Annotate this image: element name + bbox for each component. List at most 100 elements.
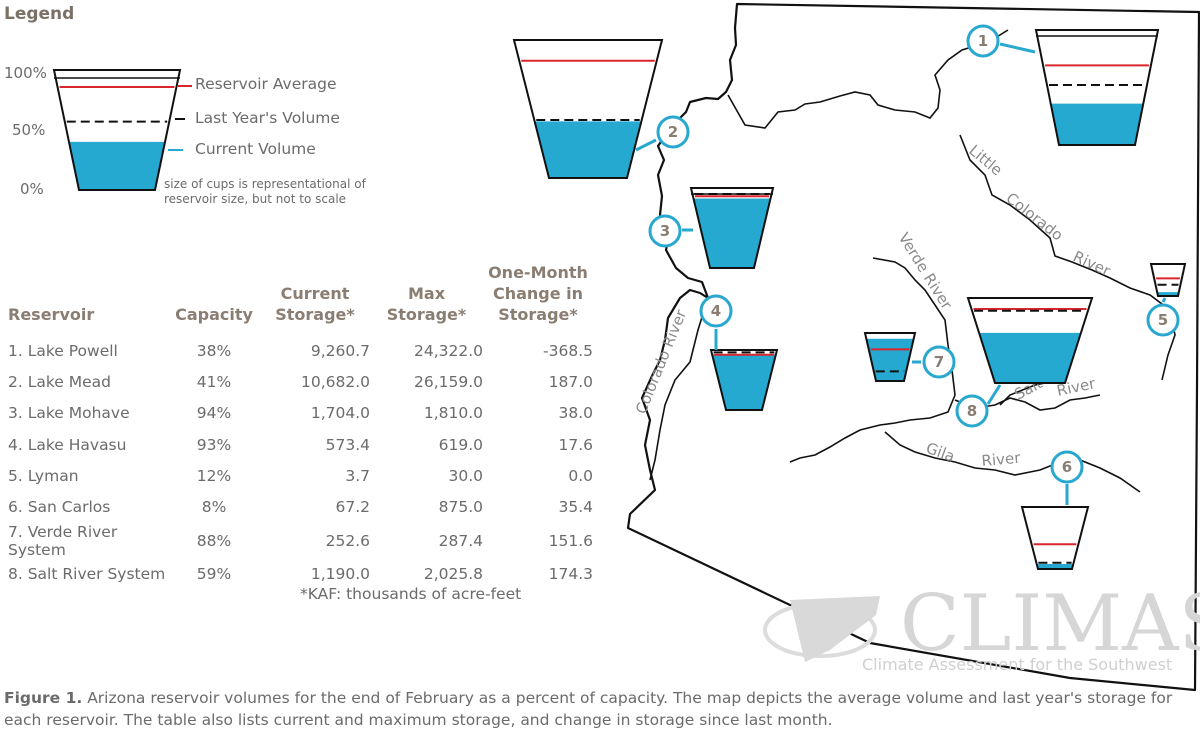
cup-6-water <box>1036 564 1074 569</box>
row-name: 2. Lake Mead <box>8 372 111 391</box>
legend-current-volume: Current Volume <box>195 140 316 158</box>
row-change: 187.0 <box>548 372 593 391</box>
row-current: 573.4 <box>325 435 370 454</box>
legend-pct-50: 50% <box>12 121 46 139</box>
row-capacity: 12% <box>196 466 232 485</box>
row-capacity: 88% <box>196 531 232 550</box>
badge-circle-7 <box>922 345 956 379</box>
row-capacity: 41% <box>196 372 232 391</box>
row-name: 1. Lake Powell <box>8 341 118 360</box>
gila-river-line <box>884 431 1141 493</box>
county-border-north <box>727 29 1009 129</box>
header-max-storage: Max Storage* <box>370 262 483 335</box>
row-max: 1,810.0 <box>423 404 483 423</box>
table-footnote: *KAF: thousands of acre-feet <box>300 585 522 603</box>
figure-label: Figure 1. <box>4 689 83 707</box>
legend-pct-100: 100% <box>4 64 47 82</box>
cup-7-water <box>866 338 914 381</box>
cup-4-water <box>712 354 776 410</box>
cup-1-water <box>1050 103 1144 145</box>
row-current: 3.7 <box>345 466 370 485</box>
table-row: 6. San Carlos 8% 67.2 875.0 35.4 <box>4 491 593 522</box>
row-max: 26,159.0 <box>413 372 483 391</box>
cup-3-outline <box>689 187 775 269</box>
header-change-line1: One-Month <box>488 263 588 282</box>
reservoir-cup-6: 6 <box>1020 450 1090 570</box>
legend-note: size of cups is representational of rese… <box>164 177 366 207</box>
row-change: 35.4 <box>558 498 593 517</box>
row-current: 10,682.0 <box>300 372 370 391</box>
row-name: 4. Lake Havasu <box>8 435 127 454</box>
cup-6-outline <box>1020 506 1090 570</box>
row-current: 252.6 <box>325 531 370 550</box>
table-row: 2. Lake Mead 41% 10,682.0 26,159.0 187.0 <box>4 366 593 397</box>
label-gila: Gila <box>924 439 958 466</box>
badge-circle-2 <box>656 115 690 149</box>
row-max: 2,025.8 <box>423 565 483 584</box>
row-capacity: 8% <box>201 498 227 517</box>
table-row: 8. Salt River System 59% 1,190.0 2,025.8 174… <box>4 559 593 590</box>
state-border <box>626 2 1200 692</box>
climas-logo-subtitle: Climate Assessment for the Southwest <box>862 655 1172 674</box>
legend-last-year-volume: Last Year's Volume <box>195 109 340 127</box>
row-name: 6. San Carlos <box>8 498 111 517</box>
legend-pct-0: 0% <box>20 180 44 198</box>
badge-connector-2 <box>635 138 657 152</box>
table-row: 7. Verde River System 88% 252.6 287.4 151.6 <box>4 523 593 559</box>
reservoir-table: Reservoir Capacity Current Storage* Max St… <box>4 262 593 590</box>
badge-number-3: 3 <box>660 222 670 240</box>
badge-number-4: 4 <box>711 302 721 320</box>
row-name: 7. Verde River System <box>8 522 118 559</box>
badge-circle-8 <box>955 394 989 428</box>
badge-circle-4 <box>699 294 733 328</box>
label-colorado-river: Colorado River <box>632 306 690 416</box>
header-change-line2: Change in <box>492 284 584 303</box>
badge-circle-3 <box>648 214 682 248</box>
label-little: Little <box>965 141 1005 179</box>
badge-circle-5 <box>1146 303 1180 337</box>
badge-circle-6 <box>1050 450 1084 484</box>
reservoir-cup-5: 5 <box>1146 263 1187 337</box>
header-change: One-Month Change in Storage* <box>483 262 593 335</box>
row-name: 8. Salt River System <box>8 565 166 584</box>
header-current-storage: Current Storage* <box>260 262 370 335</box>
badge-number-5: 5 <box>1158 311 1168 329</box>
legend-note-line1: size of cups is representational of <box>164 177 366 191</box>
figure-caption: Figure 1. Arizona reservoir volumes for … <box>4 687 1196 731</box>
header-capacity: Capacity <box>175 305 253 324</box>
row-max: 875.0 <box>438 498 483 517</box>
legend-cup-outline <box>52 69 182 191</box>
table-row: 3. Lake Mohave 94% 1,704.0 1,810.0 38.0 <box>4 398 593 429</box>
header-current-storage-line2: Storage* <box>275 305 355 324</box>
row-max: 619.0 <box>438 435 483 454</box>
table-header-row: Reservoir Capacity Current Storage* Max St… <box>4 262 593 335</box>
badge-connector-1 <box>999 42 1036 54</box>
legend-title: Legend <box>4 4 75 24</box>
badge-number-7: 7 <box>934 353 944 371</box>
row-name: 5. Lyman <box>8 466 79 485</box>
row-current: 9,260.7 <box>310 341 370 360</box>
badge-number-1: 1 <box>978 32 988 50</box>
reservoir-cup-3: 3 <box>648 187 775 269</box>
badge-circle-1 <box>966 24 1000 58</box>
badge-number-6: 6 <box>1062 458 1072 476</box>
row-change: -368.5 <box>543 341 593 360</box>
header-max-storage-line2: Storage* <box>386 305 467 324</box>
legend-note-line2: reservoir size, but not to scale <box>164 192 347 206</box>
row-max: 287.4 <box>438 531 483 550</box>
cup-5-outline <box>1149 263 1187 297</box>
table-row: 4. Lake Havasu 93% 573.4 619.0 17.6 <box>4 429 593 460</box>
row-change: 174.3 <box>548 565 593 584</box>
row-change: 0.0 <box>568 466 593 485</box>
legend-cup-water <box>68 141 166 190</box>
row-capacity: 59% <box>196 565 232 584</box>
verde-river-line <box>789 257 956 463</box>
figure-caption-text: Arizona reservoir volumes for the end of… <box>4 689 1173 729</box>
row-capacity: 38% <box>196 341 232 360</box>
table-row: 1. Lake Powell 38% 9,260.7 24,322.0 -368.5 <box>4 335 593 366</box>
reservoir-cup-7: 7 <box>863 332 956 382</box>
row-change: 38.0 <box>558 404 593 423</box>
climas-logo-mark <box>790 596 880 662</box>
reservoir-cup-8: 8 <box>955 297 1094 428</box>
